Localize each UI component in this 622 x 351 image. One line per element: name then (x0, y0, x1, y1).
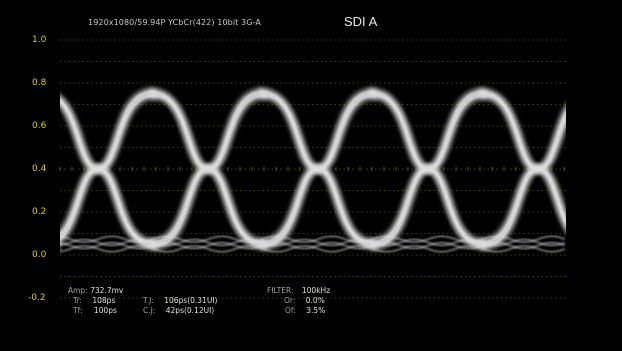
scale-label-0-8: 0.8 (32, 78, 47, 88)
or-label: Or: (284, 296, 296, 305)
fall-time-readout: Tf: 100ps (73, 306, 117, 315)
scale-label-minus-0-2: -0.2 (28, 293, 46, 303)
cj-label: C.J: (143, 306, 156, 315)
cj-value: 42ps(0.12UI) (165, 306, 215, 315)
header-bar: 1920x1080/59.94P YCbCr(422) 10bit 3G-A S… (0, 14, 622, 34)
clock-jitter-readout: C.J: 42ps(0.12UI) (143, 306, 214, 315)
eye-trace (60, 94, 566, 248)
tj-value: 106ps(0.31UI) (164, 296, 218, 305)
scale-label-0-4: 0.4 (32, 164, 47, 174)
eye-trace (60, 244, 566, 254)
eye-trace (60, 238, 566, 247)
amplitude-readout: Amp: 732.7mv (68, 286, 123, 295)
filter-value: 100kHz (301, 286, 331, 295)
eye-traces (60, 86, 566, 254)
scale-label-0-0: 0.0 (32, 250, 47, 260)
rise-time-readout: Tr: 108ps (73, 296, 115, 305)
amp-value: 732.7mv (90, 286, 124, 295)
tf-label: Tf: (73, 306, 83, 315)
tr-label: Tr: (73, 296, 82, 305)
timing-jitter-readout: T.J: 106ps(0.31UI) (143, 296, 217, 305)
scale-label-0-2: 0.2 (32, 207, 47, 217)
overshoot-falling-readout: Of: 3.5% (285, 306, 325, 315)
tj-label: T.J: (143, 296, 154, 305)
overshoot-rising-readout: Or: 0.0% (284, 296, 325, 305)
filter-label: FILTER: (267, 286, 294, 295)
amp-label: Amp: (68, 286, 88, 295)
scale-label-1-0: 1.0 (32, 35, 47, 45)
tf-value: 100ps (93, 306, 117, 315)
filter-readout: FILTER: 100kHz (267, 286, 330, 295)
signal-format-label: 1920x1080/59.94P YCbCr(422) 10bit 3G-A (88, 18, 261, 27)
or-value: 0.0% (305, 296, 325, 305)
scale-label-0-6: 0.6 (32, 121, 47, 131)
input-channel-label: SDI A (344, 14, 378, 29)
of-label: Of: (285, 306, 296, 315)
tr-value: 108ps (92, 296, 116, 305)
of-value: 3.5% (306, 306, 326, 315)
